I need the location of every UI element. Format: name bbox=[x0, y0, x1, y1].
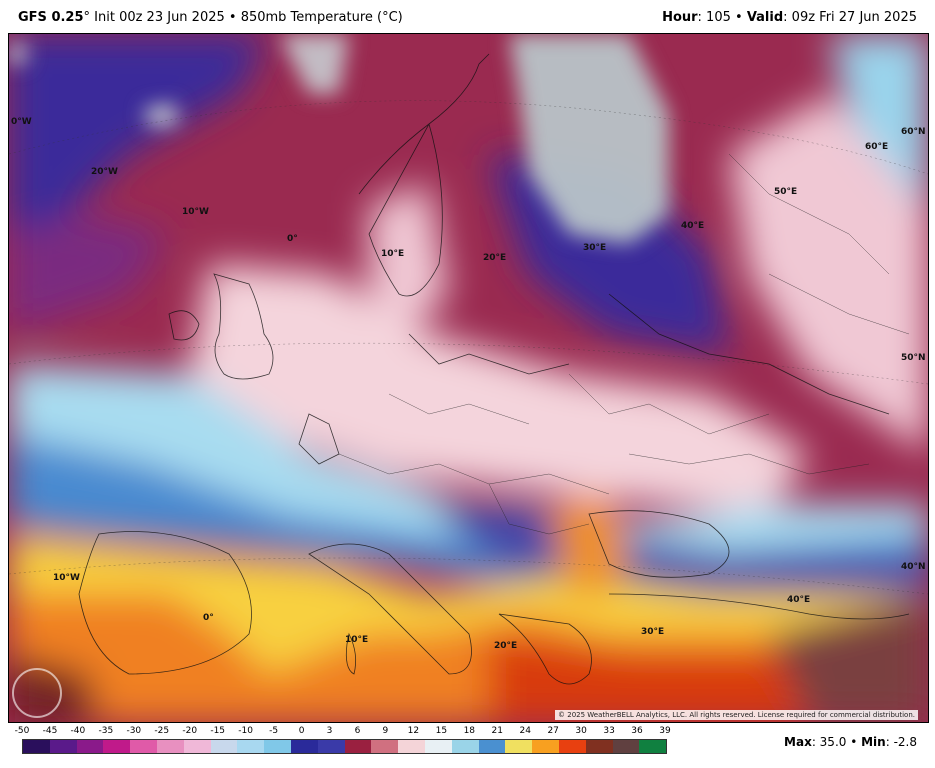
valid-time: Hour: 105 • Valid: 09z Fri 27 Jun 2025 bbox=[662, 10, 917, 25]
scale-swatch bbox=[424, 740, 452, 753]
scale-label: 36 bbox=[631, 726, 643, 736]
scale-label: 30 bbox=[575, 726, 587, 736]
scale-swatch bbox=[612, 740, 640, 753]
scale-swatch bbox=[371, 740, 399, 753]
min-value: : -2.8 bbox=[885, 735, 917, 749]
color-scale: -50 -45 -40 -35 -30 -25 -20 -15 -10 -5 0 3 6 9 12 15 18 2… bbox=[14, 726, 671, 756]
scale-swatch bbox=[290, 740, 318, 753]
max-min: Max: 35.0 • Min: -2.8 bbox=[784, 735, 917, 749]
label-40e-south: 40°E bbox=[787, 595, 810, 605]
label-50n: 50°N bbox=[901, 353, 926, 363]
scale-swatch bbox=[264, 740, 291, 753]
copyright-notice: © 2025 WeatherBELL Analytics, LLC. All r… bbox=[555, 710, 918, 720]
scale-label: 9 bbox=[382, 726, 389, 736]
label-30e-north: 30°E bbox=[583, 243, 606, 253]
scale-label: 33 bbox=[603, 726, 615, 736]
valid-label: Valid bbox=[746, 10, 784, 25]
scale-label: -15 bbox=[210, 726, 226, 736]
scale-label: 21 bbox=[491, 726, 503, 736]
scale-swatch bbox=[183, 740, 211, 753]
label-50e: 50°E bbox=[774, 187, 797, 197]
label-30e-south: 30°E bbox=[641, 627, 664, 637]
map-canvas: 0°W 20°W 10°W 0° 10°E 20°E 30°E 40°E 50°… bbox=[9, 34, 928, 722]
label-40e-north: 40°E bbox=[681, 221, 704, 231]
scale-label: -30 bbox=[126, 726, 142, 736]
max-value: : 35.0 • bbox=[811, 735, 862, 749]
scale-swatch bbox=[585, 740, 613, 753]
min-label: Min bbox=[861, 735, 886, 749]
scale-swatch bbox=[478, 740, 506, 753]
scale-label: -45 bbox=[42, 726, 58, 736]
scale-label: 27 bbox=[547, 726, 559, 736]
scale-swatch bbox=[505, 740, 533, 753]
scale-label: -20 bbox=[182, 726, 198, 736]
scale-swatch bbox=[532, 740, 559, 753]
scale-swatch bbox=[344, 740, 372, 753]
label-20w: 20°W bbox=[91, 167, 118, 177]
scale-swatch bbox=[76, 740, 104, 753]
scale-swatch bbox=[103, 740, 131, 753]
scale-label: -25 bbox=[154, 726, 170, 736]
label-20e-south: 20°E bbox=[494, 641, 517, 651]
scale-swatch bbox=[156, 740, 184, 753]
scale-label: 0 bbox=[298, 726, 305, 736]
scale-swatch bbox=[210, 740, 238, 753]
scale-label: 39 bbox=[659, 726, 671, 736]
scale-label: 15 bbox=[435, 726, 448, 736]
model-name: GFS 0.25 bbox=[18, 10, 84, 25]
label-60e: 60°E bbox=[865, 142, 888, 152]
init-text: ° Init 00z 23 Jun 2025 • 850mb Temperatu… bbox=[83, 10, 403, 25]
label-0-north: 0° bbox=[287, 234, 298, 244]
label-40n: 40°N bbox=[901, 562, 926, 572]
label-10w-north: 10°W bbox=[182, 207, 209, 217]
scale-bar bbox=[22, 739, 667, 754]
scale-swatch bbox=[451, 740, 479, 753]
scale-swatch bbox=[558, 740, 586, 753]
scale-label: 6 bbox=[354, 726, 361, 736]
scale-swatch bbox=[317, 740, 345, 753]
scale-swatch bbox=[639, 740, 667, 753]
scale-label: -40 bbox=[70, 726, 86, 736]
label-30w: 0°W bbox=[11, 117, 32, 127]
label-10e-south: 10°E bbox=[345, 635, 368, 645]
weatherbell-logo-icon bbox=[12, 668, 62, 718]
header: GFS 0.25° Init 00z 23 Jun 2025 • 850mb T… bbox=[0, 0, 935, 34]
scale-label: 24 bbox=[519, 726, 531, 736]
scale-label: -35 bbox=[98, 726, 114, 736]
scale-label: 3 bbox=[326, 726, 333, 736]
label-10w-south: 10°W bbox=[53, 573, 80, 583]
scale-swatch bbox=[130, 740, 157, 753]
max-label: Max bbox=[784, 735, 812, 749]
scale-swatch bbox=[49, 740, 77, 753]
hour-value: : 105 • bbox=[697, 10, 747, 25]
scale-label: -5 bbox=[269, 726, 279, 736]
label-10e-north: 10°E bbox=[381, 249, 404, 259]
hour-label: Hour bbox=[662, 10, 698, 25]
valid-value: : 09z Fri 27 Jun 2025 bbox=[783, 10, 917, 25]
map-title: GFS 0.25° Init 00z 23 Jun 2025 • 850mb T… bbox=[18, 10, 403, 25]
label-60n: 60°N bbox=[901, 127, 926, 137]
scale-label: -10 bbox=[238, 726, 253, 736]
scale-labels: -50 -45 -40 -35 -30 -25 -20 -15 -10 -5 0 3 6 9 12 15 18 2… bbox=[14, 726, 671, 738]
temperature-map[interactable]: 0°W 20°W 10°W 0° 10°E 20°E 30°E 40°E 50°… bbox=[8, 33, 929, 723]
scale-swatch bbox=[237, 740, 265, 753]
scale-swatch bbox=[398, 740, 425, 753]
scale-label: -50 bbox=[14, 726, 30, 736]
scale-swatch bbox=[23, 740, 50, 753]
scale-label: 12 bbox=[407, 726, 420, 736]
label-0-south: 0° bbox=[203, 613, 214, 623]
scale-label: 18 bbox=[463, 726, 476, 736]
label-20e-north: 20°E bbox=[483, 253, 506, 263]
